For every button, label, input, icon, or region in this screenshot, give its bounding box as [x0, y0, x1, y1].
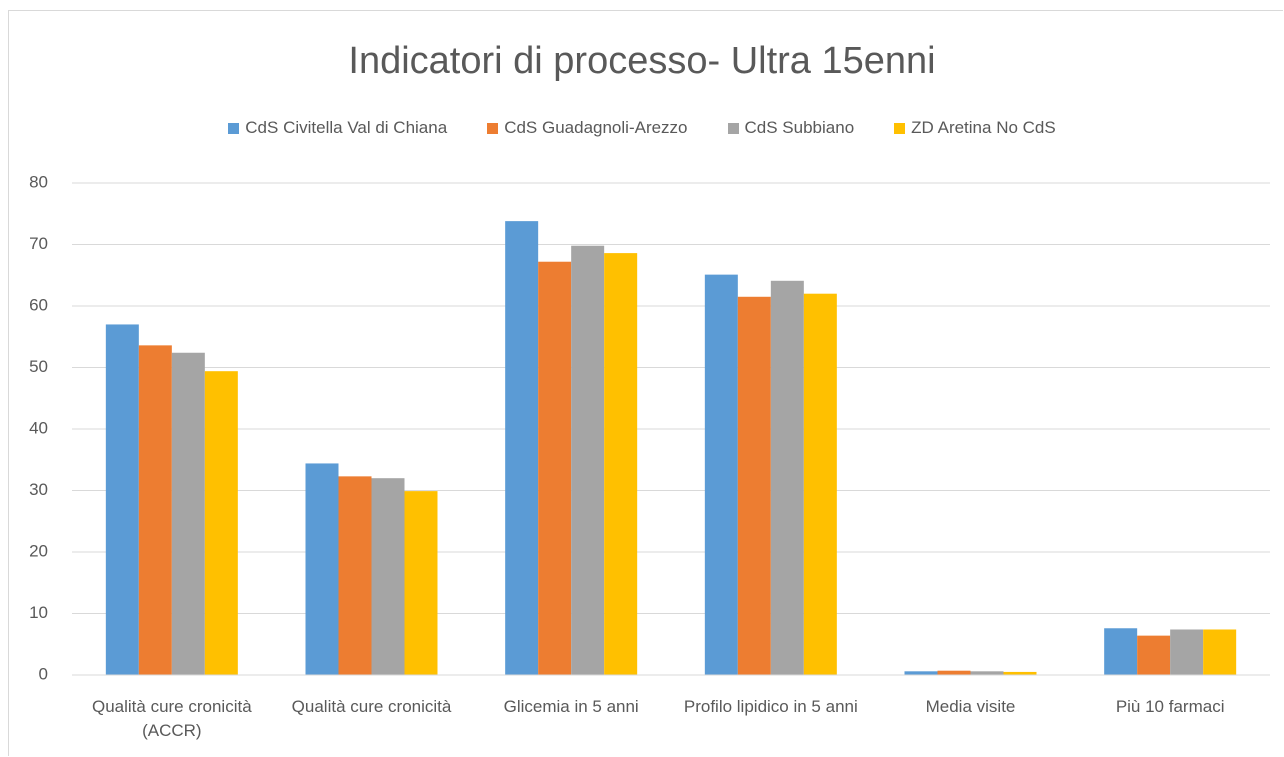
x-tick-label: Più 10 farmaci [1115, 697, 1225, 716]
y-tick-label: 10 [29, 603, 48, 622]
bar [571, 245, 605, 676]
bar [1137, 635, 1171, 675]
bar [1203, 629, 1237, 675]
y-tick-label: 40 [29, 418, 48, 437]
y-tick-label: 20 [29, 541, 48, 560]
bar [171, 352, 205, 675]
legend: CdS Civitella Val di Chiana CdS Guadagnol… [0, 118, 1284, 138]
chart-title: Indicatori di processo- Ultra 15enni [348, 40, 936, 82]
bar [704, 274, 738, 675]
x-tick-label: Profilo lipidico in 5 anni [683, 697, 858, 716]
legend-swatch [228, 122, 240, 134]
bar [338, 476, 372, 675]
legend-swatch [727, 122, 739, 134]
y-tick-label: 0 [39, 664, 48, 683]
legend-label: ZD Aretina No CdS [911, 118, 1056, 137]
bar [505, 221, 539, 675]
bar [803, 293, 837, 675]
legend-item: CdS Subbiano [727, 118, 855, 138]
bar [970, 671, 1004, 675]
bar [305, 463, 339, 675]
legend-label: CdS Guadagnoli-Arezzo [504, 118, 688, 137]
bar [770, 280, 804, 675]
y-tick-label: 70 [29, 234, 48, 253]
y-tick-label: 60 [29, 295, 48, 314]
legend-label: CdS Civitella Val di Chiana [245, 118, 448, 137]
x-tick-label: Glicemia in 5 anni [503, 697, 639, 716]
bar [138, 345, 172, 675]
chart-frame [8, 10, 1283, 756]
bar [404, 491, 438, 675]
bar [105, 324, 139, 675]
y-tick-label: 30 [29, 480, 48, 499]
bar [538, 261, 572, 675]
legend-label: CdS Subbiano [744, 118, 855, 137]
y-tick-label: 80 [29, 172, 48, 191]
x-tick-label: Qualità cure cronicità [291, 697, 452, 716]
x-tick-label: Qualità cure cronicità (ACCR) [91, 697, 252, 740]
legend-item: CdS Civitella Val di Chiana [228, 118, 447, 138]
legend-swatch [487, 122, 499, 134]
x-tick-label: Media visite [925, 697, 1016, 716]
bar [1170, 629, 1204, 675]
bar [937, 670, 971, 675]
legend-item: CdS Guadagnoli-Arezzo [487, 118, 688, 138]
bar [604, 253, 638, 676]
bar [371, 478, 405, 675]
bar [1104, 628, 1138, 675]
bar [904, 671, 938, 675]
legend-swatch [894, 122, 906, 134]
bar [1003, 671, 1037, 675]
y-tick-label: 50 [29, 357, 48, 376]
bar [737, 296, 771, 675]
bar [204, 371, 238, 675]
legend-item: ZD Aretina No CdS [894, 118, 1056, 138]
